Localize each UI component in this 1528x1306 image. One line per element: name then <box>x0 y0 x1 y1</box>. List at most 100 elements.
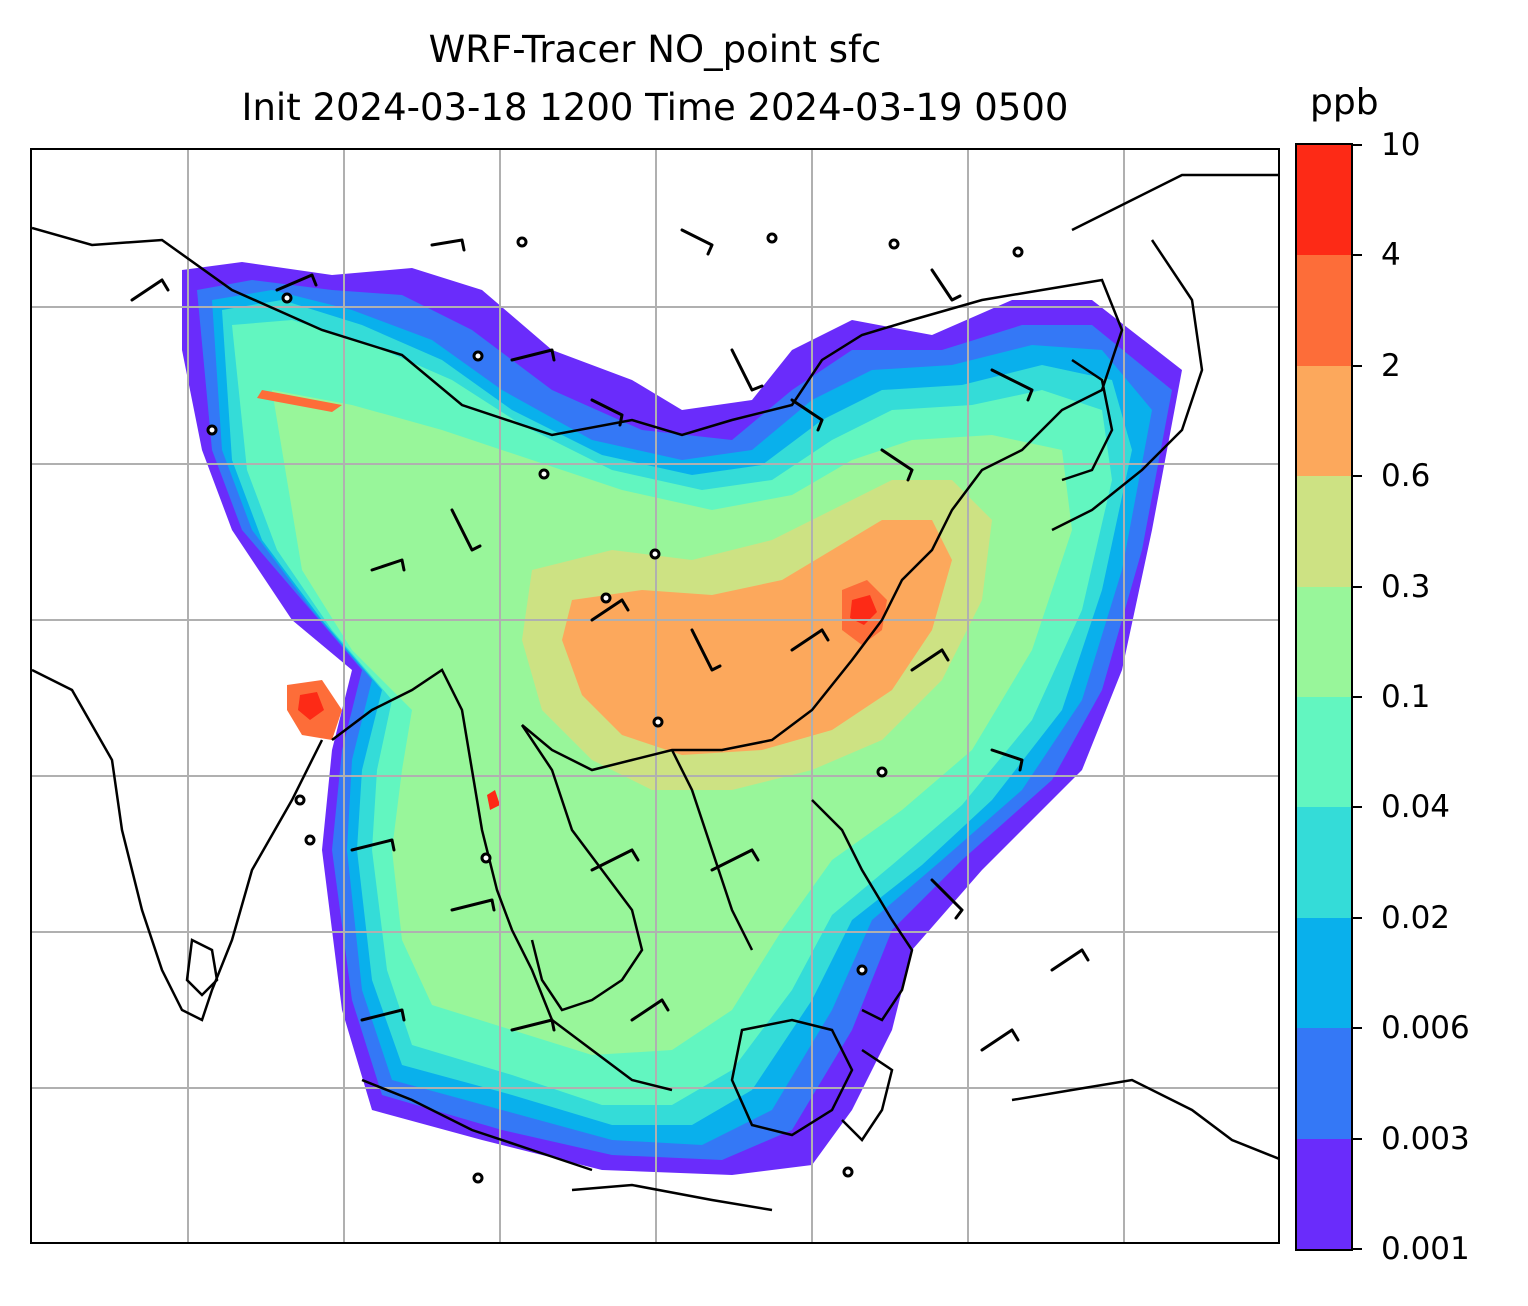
coastline-india <box>32 668 324 1022</box>
calm-marker <box>538 468 550 480</box>
wind-barb <box>275 273 318 292</box>
coastline-newguinea <box>1011 1078 1278 1160</box>
wind-barb <box>680 228 714 256</box>
wind-barb <box>930 878 964 920</box>
calm-marker <box>649 548 661 560</box>
coastline-indochina-east <box>670 749 754 951</box>
calm-marker <box>652 716 664 728</box>
wind-barb <box>730 348 764 392</box>
colorbar-tick <box>1353 1137 1362 1140</box>
calm-marker <box>516 236 528 248</box>
wind-barb <box>450 898 496 912</box>
colorbar-tick-label: 10 <box>1381 127 1421 163</box>
coastline-java <box>571 1183 773 1212</box>
colorbar-tick-label: 0.6 <box>1381 458 1431 495</box>
colorbar-segment <box>1297 145 1351 256</box>
colorbar-segment <box>1297 365 1351 477</box>
colorbar-tick-label: 0.04 <box>1381 789 1451 826</box>
calm-marker <box>876 766 888 778</box>
colorbar-tick-label: 0.003 <box>1381 1120 1470 1157</box>
colorbar-tick-label: 0.3 <box>1381 568 1431 605</box>
wind-barb <box>510 1018 556 1032</box>
wind-barb <box>630 998 670 1022</box>
chart-title-line-2: Init 2024-03-18 1200 Time 2024-03-19 050… <box>241 86 1069 129</box>
calm-marker <box>480 852 492 864</box>
colorbar-tick <box>1353 1027 1362 1030</box>
wind-barb <box>990 748 1024 772</box>
wind-barb <box>590 848 640 872</box>
tracer-field <box>182 262 1182 1175</box>
colorbar-tick <box>1353 475 1362 478</box>
wind-barb <box>590 598 630 622</box>
coastline-pacific <box>1071 173 1278 232</box>
coastline-srilanka <box>185 938 219 997</box>
wind-barb <box>790 398 824 432</box>
colorbar-segment <box>1297 476 1351 587</box>
colorbar-tick <box>1353 1248 1362 1250</box>
wind-barb <box>450 508 482 552</box>
calm-markers <box>206 232 1024 1184</box>
calm-marker <box>766 232 778 244</box>
colorbar-segment <box>1297 1138 1351 1249</box>
wind-barb <box>590 398 624 427</box>
calm-marker <box>1012 246 1024 258</box>
gridlines <box>32 150 1278 1242</box>
colorbar-segment <box>1297 807 1351 918</box>
wind-barb <box>430 238 466 252</box>
coastline-sulawesi <box>841 1048 894 1142</box>
coastline-japan <box>1051 239 1204 532</box>
colorbar-tick <box>1353 585 1362 588</box>
calm-marker <box>600 592 612 604</box>
colorbar-tick-label: 0.001 <box>1381 1231 1470 1267</box>
colorbar-unit-label: ppb <box>1310 82 1379 123</box>
colorbar-segment <box>1297 255 1351 366</box>
colorbar <box>1295 143 1353 1251</box>
wind-barb <box>990 368 1034 402</box>
field-red-dot <box>487 790 500 810</box>
calm-marker <box>206 424 218 436</box>
colorbar-tick <box>1353 364 1362 367</box>
coastline-philippines <box>811 799 914 1022</box>
colorbar-segment <box>1297 1028 1351 1139</box>
coastline-korea <box>1061 358 1114 482</box>
colorbar-tick-label: 2 <box>1381 347 1401 384</box>
coastline-china <box>32 226 1124 772</box>
colorbar-segment <box>1297 917 1351 1029</box>
colorbar-tick-label: 0.006 <box>1381 1010 1470 1047</box>
calm-marker <box>842 1166 854 1178</box>
colorbar-tick-label: 4 <box>1381 237 1401 274</box>
wind-barb <box>370 558 406 572</box>
calm-marker <box>856 964 868 976</box>
colorbar-tick-label: 0.02 <box>1381 899 1451 936</box>
field-red-coast <box>298 692 324 720</box>
calm-marker <box>281 292 293 304</box>
wind-barb <box>130 278 170 302</box>
field-orange <box>562 520 952 755</box>
chart-title-line-1: WRF-Tracer NO_point sfc <box>428 28 882 71</box>
wind-barb <box>1050 948 1090 972</box>
wind-barb <box>910 648 950 672</box>
calm-marker <box>294 794 306 806</box>
wind-barb <box>930 268 962 302</box>
colorbar-tick <box>1353 696 1362 698</box>
field-hotspot-north <box>257 390 342 412</box>
wind-barbs <box>130 228 1090 1052</box>
colorbar-segment <box>1297 697 1351 808</box>
coastline-sumatra <box>361 1078 593 1172</box>
colorbar-tick <box>1353 254 1362 257</box>
colorbar-tick <box>1353 806 1362 809</box>
wind-barb <box>980 1028 1020 1052</box>
wind-barb <box>690 628 722 672</box>
colorbar-segment <box>1297 586 1351 697</box>
coastline-indochina <box>520 724 644 1012</box>
calm-marker <box>472 350 484 362</box>
coastline-borneo <box>730 1018 854 1137</box>
calm-marker <box>304 834 316 846</box>
coastlines <box>32 173 1278 1212</box>
colorbar-tick-label: 0.1 <box>1381 679 1431 715</box>
wind-barb <box>510 348 556 362</box>
calm-marker <box>472 1172 484 1184</box>
calm-marker <box>888 238 900 250</box>
map-canvas <box>32 150 1278 1242</box>
field-red <box>850 595 877 625</box>
